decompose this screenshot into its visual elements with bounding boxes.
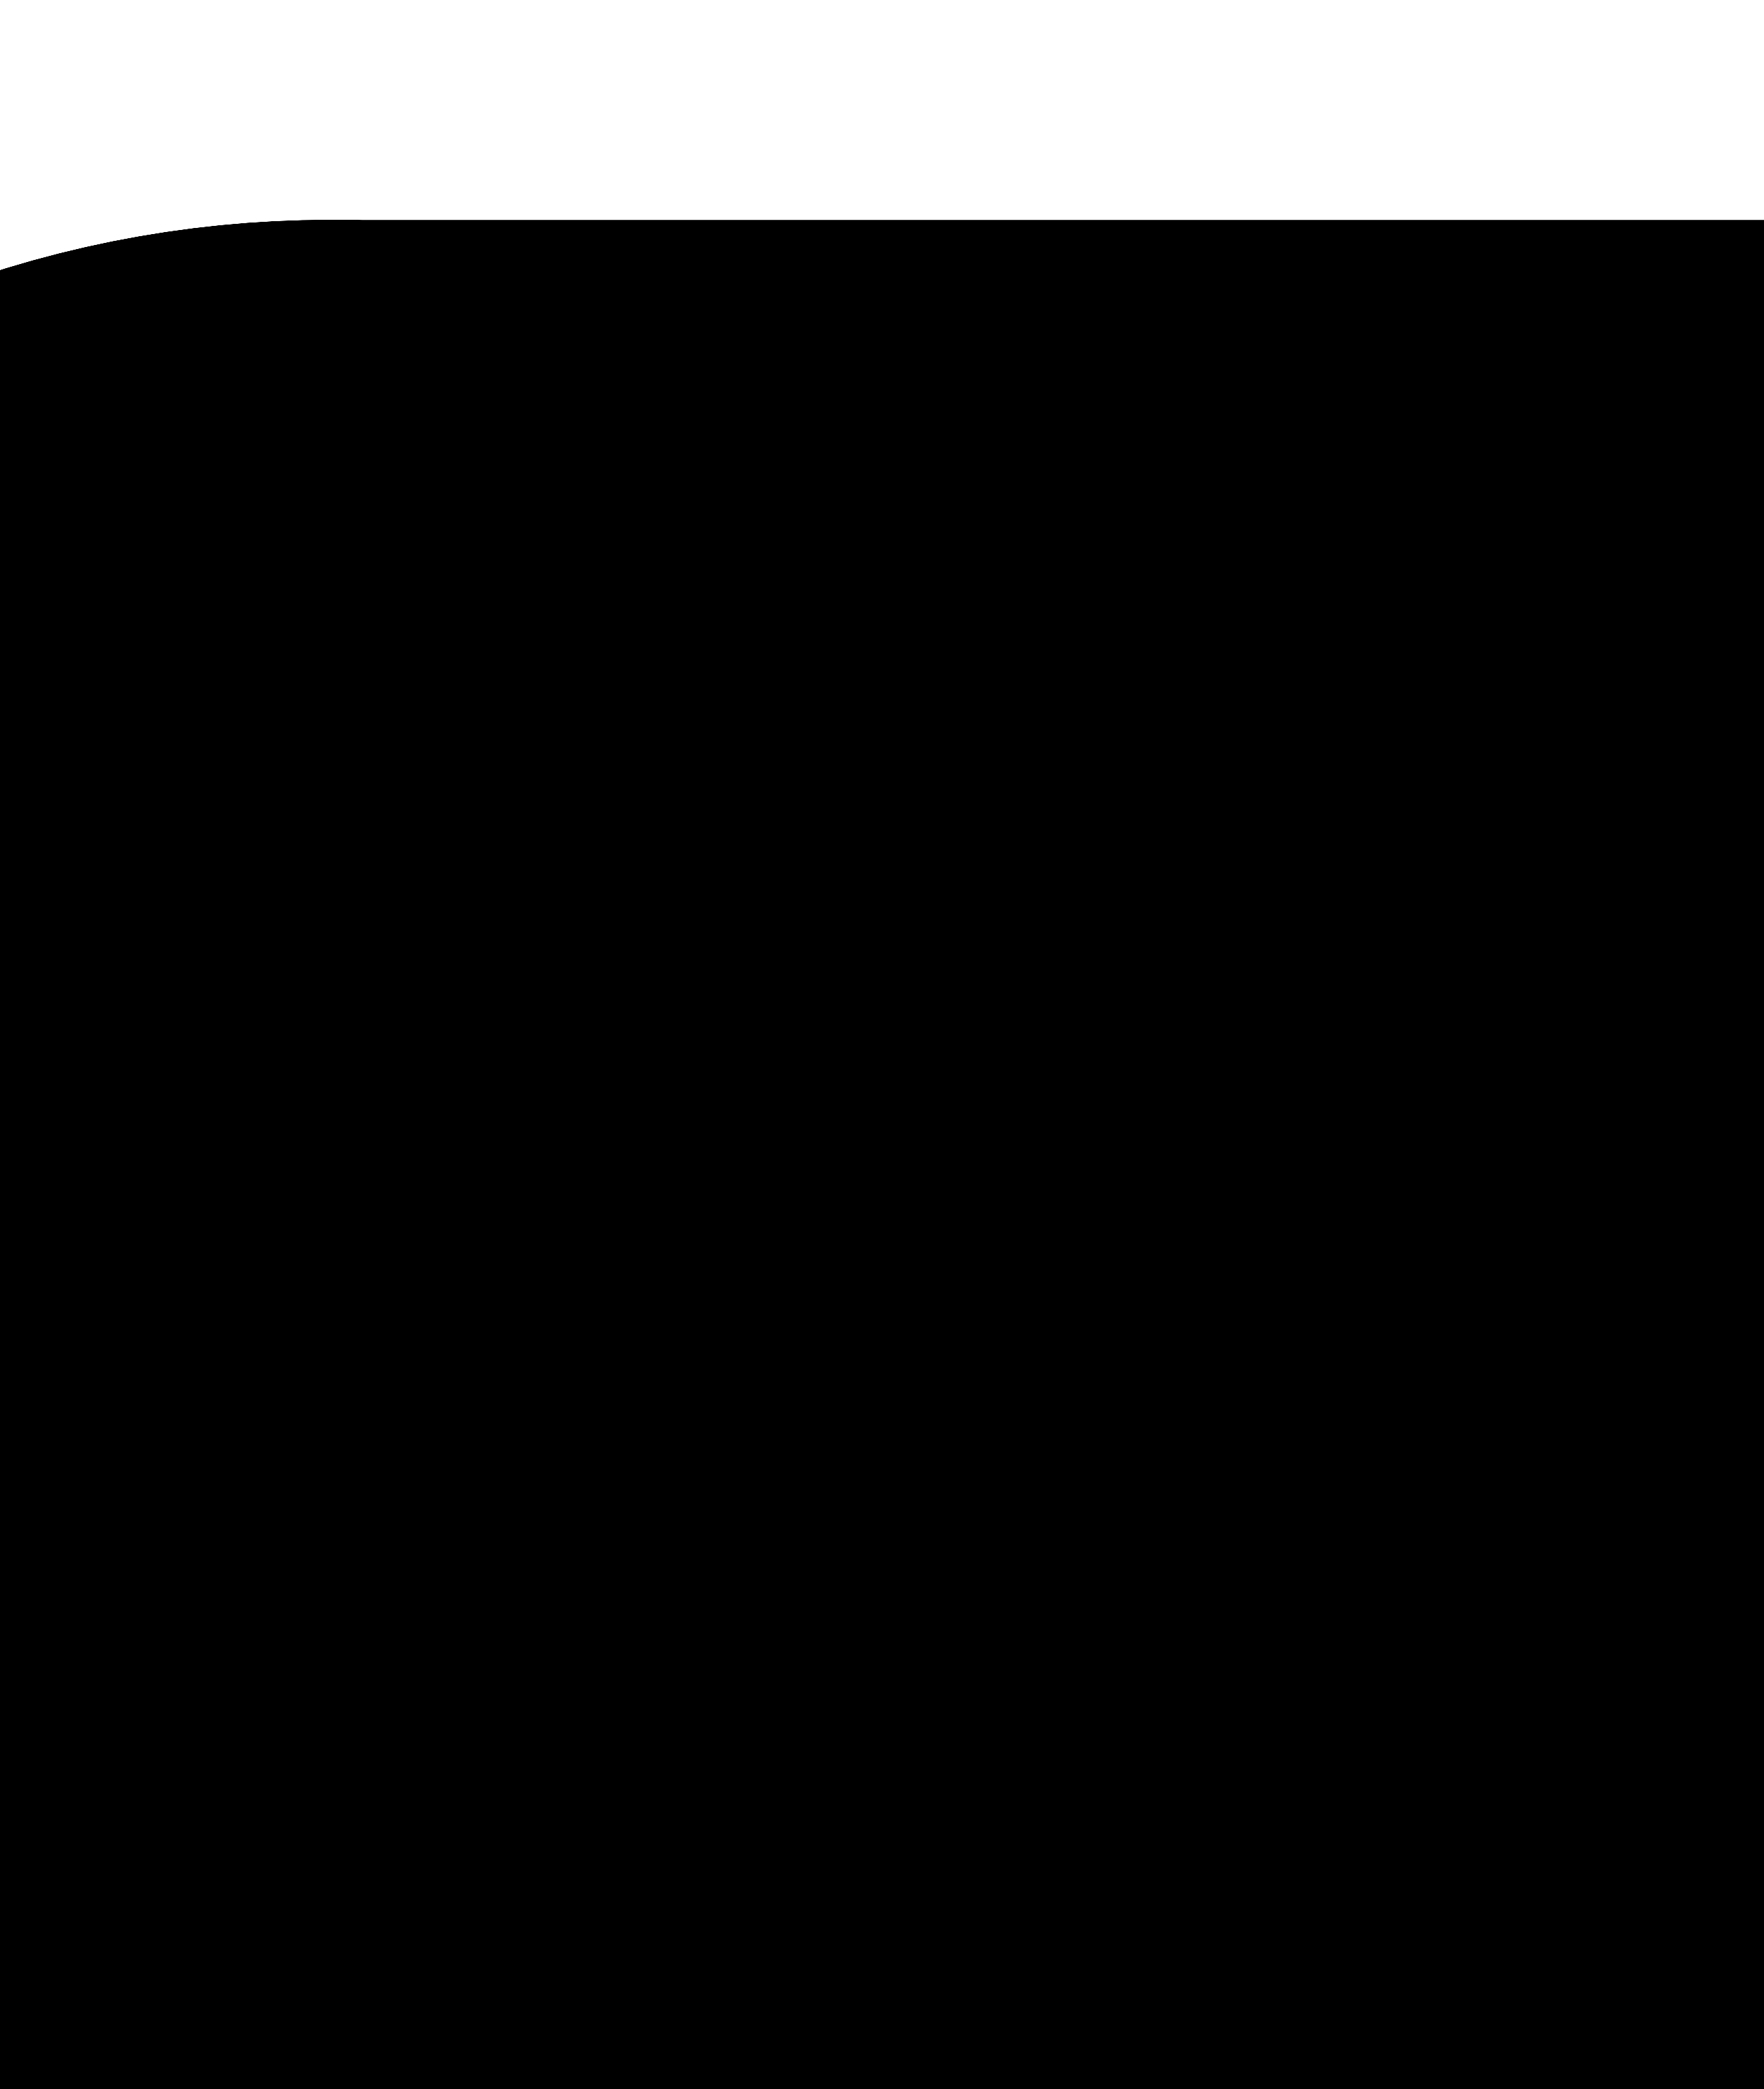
Text: 適用号機: 適用号機: [21, 1529, 85, 1554]
Text: 21: 21: [427, 775, 460, 802]
Text: 2: 2: [787, 1157, 801, 1180]
Text: 21: 21: [409, 646, 452, 677]
Text: コントロールバルブ右側: コントロールバルブ右側: [706, 1230, 868, 1253]
Text: 18: 18: [196, 1187, 228, 1210]
Text: 17: 17: [53, 1402, 83, 1425]
Text: 15: 15: [503, 1333, 534, 1356]
Text: 18: 18: [549, 859, 580, 882]
Text: 19: 19: [111, 1276, 143, 1299]
Text: 19: 19: [437, 1214, 467, 1237]
Text: 17: 17: [499, 1239, 531, 1262]
Text: Control  Valve  R. H.: Control Valve R. H.: [706, 1245, 931, 1268]
Text: 17: 17: [53, 1306, 83, 1329]
Text: 22: 22: [189, 600, 236, 635]
Text: 4: 4: [524, 777, 542, 802]
Bar: [362, 1187, 492, 1203]
Text: Serial No. 1862～2300: Serial No. 1862～2300: [335, 1544, 602, 1567]
Text: 8: 8: [670, 1028, 686, 1053]
Text: 21: 21: [238, 773, 272, 800]
Text: 17: 17: [88, 1494, 166, 1548]
Text: 13: 13: [385, 1473, 416, 1496]
Text: 19: 19: [549, 877, 580, 900]
Bar: [48, 1178, 189, 1199]
Text: 23: 23: [90, 637, 152, 683]
Text: 17: 17: [335, 1431, 367, 1454]
Text: 適用号機: 適用号機: [178, 727, 233, 750]
Bar: [706, 1120, 783, 1224]
Text: 17: 17: [185, 1469, 217, 1492]
Text: 6: 6: [194, 984, 212, 1009]
Text: 適用号機: 適用号機: [21, 549, 88, 579]
Text: 18: 18: [196, 1235, 228, 1258]
Text: 20: 20: [409, 668, 452, 702]
Text: 7: 7: [612, 1067, 626, 1090]
Text: 23: 23: [189, 629, 236, 666]
Text: 3: 3: [776, 928, 792, 950]
Text: 19: 19: [111, 1203, 143, 1226]
Text: 13: 13: [503, 1360, 534, 1383]
Text: View Z: View Z: [727, 1272, 797, 1291]
Bar: [362, 1333, 475, 1349]
Text: 14: 14: [503, 1306, 534, 1329]
Text: 17: 17: [139, 1251, 171, 1276]
Text: 21: 21: [189, 658, 236, 696]
Text: 17: 17: [549, 896, 580, 919]
Text: 24: 24: [702, 944, 789, 1005]
Text: 17: 17: [691, 545, 725, 570]
Text: Serial No. 1862～2300: Serial No. 1862～2300: [178, 742, 423, 765]
Text: Serial No. 2301～: Serial No. 2301～: [21, 566, 240, 591]
Text: 19: 19: [111, 1230, 143, 1255]
Bar: [332, 1130, 587, 1521]
Text: 5: 5: [469, 735, 487, 760]
Text: 5: 5: [14, 625, 44, 668]
Text: 6: 6: [189, 944, 206, 971]
Bar: [14, 1130, 286, 1521]
Text: 9: 9: [587, 1193, 603, 1216]
Text: Z: Z: [750, 589, 790, 643]
Text: 5: 5: [259, 694, 282, 731]
Text: Serial No. 2301～: Serial No. 2301～: [21, 1544, 224, 1567]
Text: 22: 22: [88, 602, 148, 648]
Text: 11: 11: [699, 1013, 764, 1059]
Text: 12: 12: [513, 948, 545, 971]
Bar: [48, 1228, 171, 1249]
Bar: [406, 581, 475, 714]
Text: 1: 1: [801, 1130, 815, 1153]
Text: 3: 3: [734, 1124, 750, 1147]
Bar: [48, 1375, 146, 1395]
Text: 15: 15: [616, 877, 646, 900]
Text: 12: 12: [559, 948, 591, 971]
Bar: [48, 1452, 139, 1473]
Text: 適用号機: 適用号機: [335, 1529, 399, 1554]
Bar: [175, 581, 286, 714]
Text: 17: 17: [349, 1051, 383, 1078]
Text: 16: 16: [549, 915, 580, 938]
Bar: [143, 986, 189, 1017]
Bar: [14, 581, 157, 721]
Text: 19: 19: [182, 1312, 213, 1335]
Text: 18: 18: [499, 1189, 531, 1212]
Text: 5: 5: [496, 635, 513, 660]
Text: 14: 14: [616, 859, 646, 882]
Text: 2: 2: [801, 1157, 815, 1180]
Text: 1: 1: [787, 1130, 801, 1153]
Text: 21: 21: [46, 687, 106, 731]
Text: 23: 23: [409, 620, 452, 652]
Text: 10: 10: [699, 986, 764, 1032]
Bar: [362, 1427, 464, 1443]
Bar: [48, 1297, 157, 1318]
Bar: [362, 1230, 485, 1249]
Text: 4: 4: [314, 875, 332, 900]
Text: 22: 22: [409, 595, 452, 627]
Text: 13: 13: [616, 896, 646, 919]
Text: Z 視: Z 視: [727, 1260, 760, 1278]
Text: 19: 19: [199, 1312, 231, 1335]
Bar: [340, 959, 425, 1057]
Text: 21: 21: [245, 850, 279, 877]
